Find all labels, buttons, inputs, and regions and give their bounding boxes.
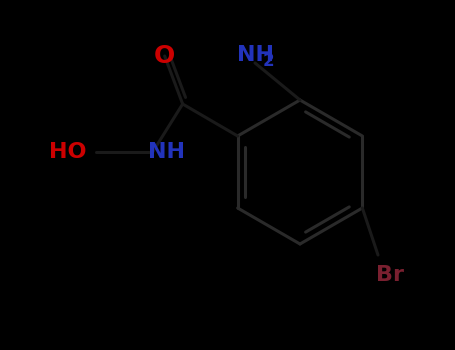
Text: Br: Br: [376, 265, 404, 285]
Text: HO: HO: [49, 142, 87, 162]
Text: NH: NH: [237, 45, 274, 65]
Text: NH: NH: [148, 142, 185, 162]
Text: 2: 2: [263, 52, 275, 70]
Text: O: O: [154, 44, 175, 68]
